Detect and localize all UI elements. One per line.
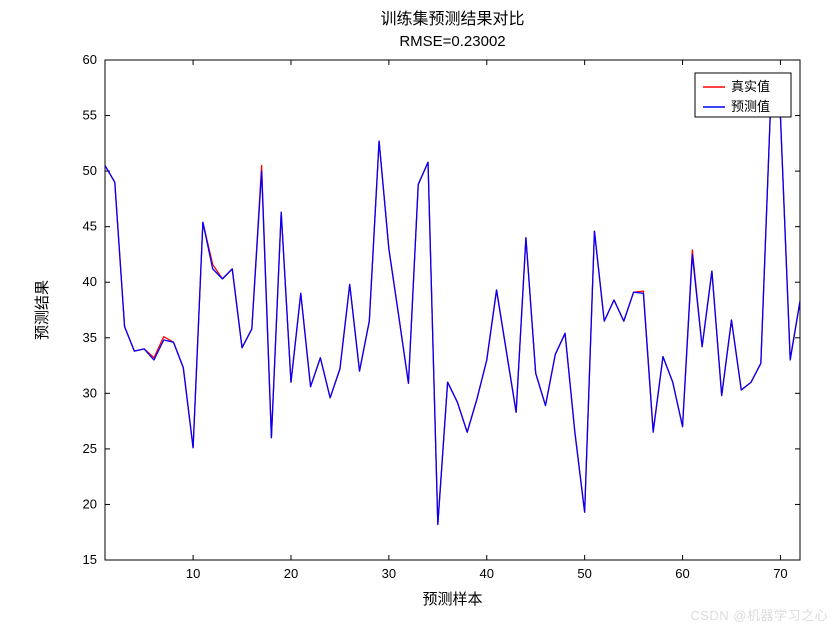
y-tick-label: 35 xyxy=(83,330,97,345)
y-tick-label: 30 xyxy=(83,385,97,400)
legend-label-real: 真实值 xyxy=(731,79,770,94)
x-tick-label: 20 xyxy=(284,566,298,581)
y-tick-label: 60 xyxy=(83,52,97,67)
x-tick-label: 50 xyxy=(577,566,591,581)
chart-subtitle: RMSE=0.23002 xyxy=(399,33,505,50)
training-result-chart: 10 20 30 40 50 60 70 15 20 25 30 35 40 45 50 55 60 训练集预测结… xyxy=(0,0,840,630)
x-tick-label: 10 xyxy=(186,566,200,581)
chart-title: 训练集预测结果对比 xyxy=(380,10,524,28)
x-tick-label: 60 xyxy=(675,566,689,581)
y-axis-label: 预测结果 xyxy=(34,280,51,340)
y-tick-label: 25 xyxy=(83,441,97,456)
y-tick-label: 50 xyxy=(83,163,97,178)
y-tick-label: 40 xyxy=(83,274,97,289)
y-tick-label: 20 xyxy=(83,496,97,511)
legend-label-pred: 预测值 xyxy=(731,99,770,114)
x-tick-label: 70 xyxy=(773,566,787,581)
y-tick-label: 45 xyxy=(83,219,97,234)
x-tick-label: 40 xyxy=(480,566,494,581)
y-tick-label: 55 xyxy=(83,108,97,123)
x-tick-label: 30 xyxy=(382,566,396,581)
x-axis-label: 预测样本 xyxy=(422,591,482,608)
y-tick-label: 15 xyxy=(83,552,97,567)
